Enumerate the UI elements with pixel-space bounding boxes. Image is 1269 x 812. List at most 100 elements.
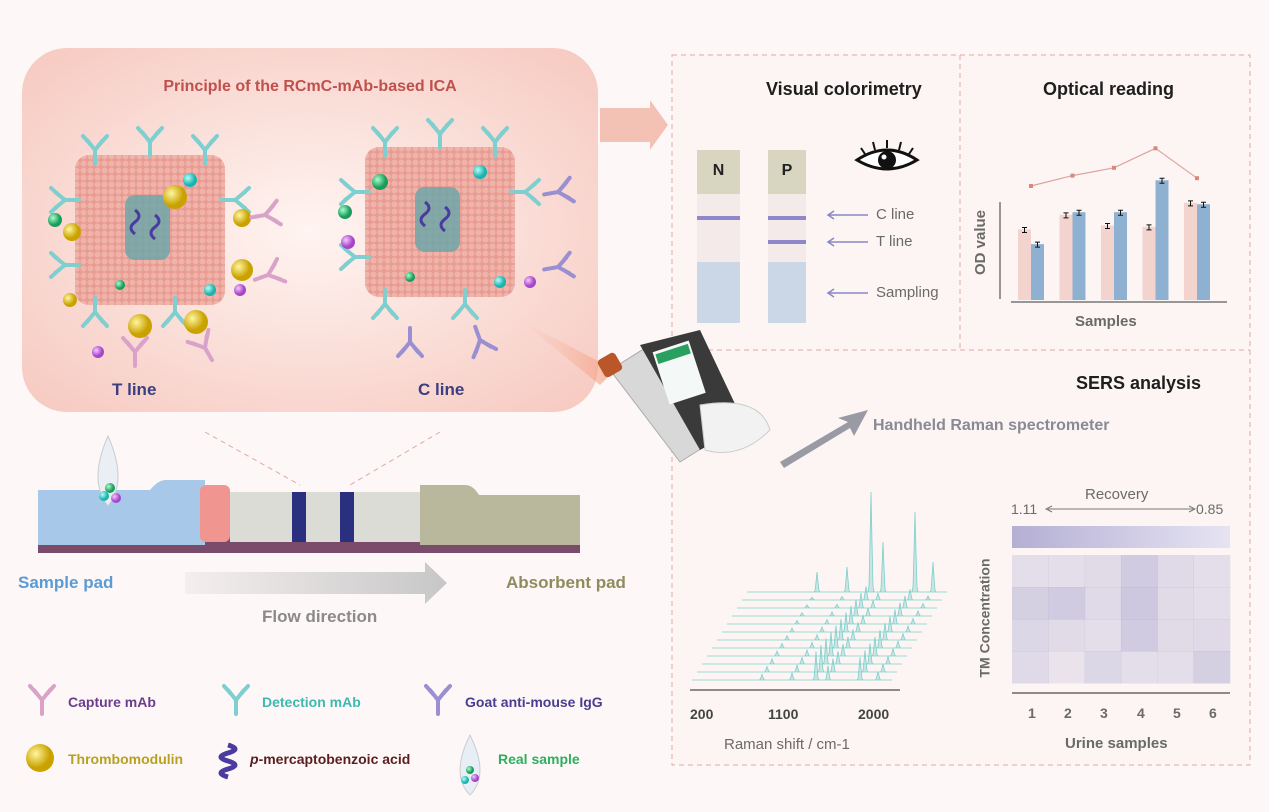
sample-pad-label: Sample pad xyxy=(18,573,114,592)
heat-cell-r2-c2 xyxy=(1048,587,1086,620)
t-line-indicator: T line xyxy=(876,233,913,250)
bar-blue-1 xyxy=(1031,244,1044,300)
ratio-point-2 xyxy=(1070,173,1075,178)
legend-pmba: p-mercaptobenzoic acid xyxy=(250,751,410,767)
pmba-prefix: p xyxy=(250,751,259,767)
flow-arrow xyxy=(185,562,447,604)
heat-cell-r4-c1 xyxy=(1012,651,1049,684)
goat-igg-icon xyxy=(424,684,452,716)
sampling-indicator: Sampling xyxy=(876,284,939,301)
errorbar-pink-5 xyxy=(1188,200,1193,207)
principle-title: Principle of the RCmC-mAb-based ICA xyxy=(163,78,457,95)
heat-cell-r2-c1 xyxy=(1012,587,1049,620)
sers-title: SERS analysis xyxy=(1076,373,1202,393)
spectrum-trace-2 xyxy=(742,586,942,601)
legend-capture-mab: Capture mAb xyxy=(68,694,156,710)
heat-cell-r3-c1 xyxy=(1012,619,1049,652)
errorbar-blue-4 xyxy=(1159,177,1165,184)
recovery-min: 0.85 xyxy=(1196,501,1224,517)
ratio-point-4 xyxy=(1153,146,1158,151)
recovery-max: 1.11 xyxy=(1011,501,1038,517)
pmba-rest: -mercaptobenzoic acid xyxy=(258,751,411,767)
heat-tick-4: 4 xyxy=(1137,705,1145,721)
heat-cell-r2-c4 xyxy=(1120,587,1158,620)
bar-pink-2 xyxy=(1059,214,1073,300)
t-line-label: T line xyxy=(112,380,157,399)
heat-cell-r2-c6 xyxy=(1193,587,1231,620)
recovery-arrow xyxy=(1044,505,1197,513)
spectrum-trace-5 xyxy=(727,605,927,625)
optical-reading-title: Optical reading xyxy=(1043,79,1175,99)
bar-blue-2 xyxy=(1072,212,1086,300)
legend-thrombomodulin: Thrombomodulin xyxy=(68,751,184,767)
eye-icon xyxy=(854,140,920,171)
device-pointer-arrow xyxy=(780,410,868,468)
heat-cell-r1-c1 xyxy=(1012,555,1049,588)
recovery-heatmap xyxy=(1012,555,1231,684)
heat-cell-r1-c3 xyxy=(1084,555,1122,588)
heat-cell-r3-c6 xyxy=(1193,619,1231,652)
heat-cell-r4-c6 xyxy=(1193,651,1231,684)
bar-blue-5 xyxy=(1197,204,1210,300)
heat-cell-r4-c4 xyxy=(1120,651,1158,684)
absorbent-pad-label: Absorbent pad xyxy=(506,573,626,592)
legend-real-sample: Real sample xyxy=(498,751,580,767)
heat-tick-5: 5 xyxy=(1173,705,1181,721)
ratio-point-5 xyxy=(1195,176,1199,181)
heat-cell-r4-c2 xyxy=(1048,651,1086,684)
errorbar-pink-2 xyxy=(1063,212,1069,219)
errorbar-blue-2 xyxy=(1076,209,1082,216)
raman-tick-2000: 2000 xyxy=(858,706,890,722)
nanocube-c-line xyxy=(338,120,576,360)
heat-tick-6: 6 xyxy=(1209,705,1217,721)
bar-blue-4 xyxy=(1155,180,1169,300)
real-sample-icon xyxy=(459,733,481,796)
bar-pink-4 xyxy=(1142,226,1156,300)
flow-direction-label: Flow direction xyxy=(262,607,378,626)
heatmap-ylabel: TM Concentration xyxy=(976,558,993,678)
nanocube-t-line xyxy=(48,128,288,369)
heat-tick-1: 1 xyxy=(1028,705,1036,721)
detection-mab-icon xyxy=(222,684,250,716)
recovery-colorbar xyxy=(1012,526,1230,548)
heat-cell-r4-c3 xyxy=(1084,651,1122,684)
raman-tick-200: 200 xyxy=(690,706,714,722)
heat-cell-r1-c4 xyxy=(1120,555,1158,588)
errorbar-blue-5 xyxy=(1201,201,1206,208)
optical-xlabel: Samples xyxy=(1075,313,1137,330)
errorbar-blue-3 xyxy=(1118,209,1123,216)
raman-xlabel: Raman shift / cm-1 xyxy=(724,736,850,753)
strip-positive xyxy=(768,150,806,323)
c-line-indicator: C line xyxy=(876,206,915,223)
capture-mab-icon xyxy=(28,684,56,716)
ratio-point-1 xyxy=(1029,184,1033,188)
legend-goat-igg: Goat anti-mouse IgG xyxy=(465,694,603,710)
recovery-label: Recovery xyxy=(1085,486,1149,503)
spectrum-trace-6 xyxy=(722,612,922,633)
strip-n-label: N xyxy=(712,162,725,179)
spectrum-trace-11 xyxy=(697,644,897,673)
c-line-label: C line xyxy=(418,380,465,399)
heat-cell-r3-c4 xyxy=(1120,619,1158,652)
principle-to-readout-arrow xyxy=(600,100,668,150)
heat-cell-r2-c5 xyxy=(1157,587,1194,620)
visual-colorimetry-title: Visual colorimetry xyxy=(766,79,922,99)
heat-cell-r1-c2 xyxy=(1048,555,1086,588)
heat-cell-r3-c5 xyxy=(1157,619,1194,652)
optical-ylabel: OD value xyxy=(972,209,990,276)
pmba-icon xyxy=(218,742,238,780)
spectrum-trace-1 xyxy=(747,491,947,593)
spectrum-trace-3 xyxy=(737,592,937,609)
spectrum-trace-4 xyxy=(732,599,932,617)
bar-pink-5 xyxy=(1184,202,1197,300)
device-label: Handheld Raman spectrometer xyxy=(873,417,1110,434)
bar-pink-3 xyxy=(1101,225,1114,300)
heat-cell-r2-c3 xyxy=(1084,587,1122,620)
thrombomodulin-icon xyxy=(26,744,54,772)
heat-cell-r1-c6 xyxy=(1193,555,1231,588)
spectrum-trace-12 xyxy=(692,651,892,681)
errorbar-pink-1 xyxy=(1022,227,1027,234)
spectrum-trace-9 xyxy=(707,631,907,657)
